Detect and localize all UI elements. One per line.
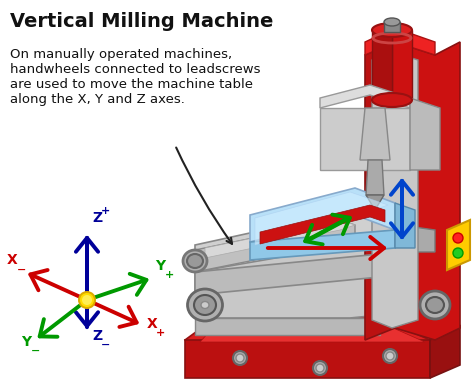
- Polygon shape: [200, 320, 425, 342]
- Polygon shape: [430, 325, 460, 378]
- Ellipse shape: [187, 254, 203, 268]
- Polygon shape: [400, 225, 435, 252]
- Circle shape: [233, 351, 247, 365]
- Polygon shape: [384, 22, 400, 32]
- Text: Vertical Milling Machine: Vertical Milling Machine: [10, 12, 273, 31]
- Ellipse shape: [420, 291, 450, 319]
- Polygon shape: [395, 203, 415, 248]
- Polygon shape: [250, 230, 395, 260]
- Text: X: X: [147, 317, 158, 331]
- Text: are used to move the machine table: are used to move the machine table: [10, 78, 253, 91]
- Ellipse shape: [372, 93, 412, 107]
- Polygon shape: [195, 220, 355, 272]
- Text: handwheels connected to leadscrews: handwheels connected to leadscrews: [10, 63, 261, 76]
- Polygon shape: [195, 210, 400, 272]
- Text: −: −: [31, 346, 40, 356]
- Ellipse shape: [372, 23, 412, 37]
- Text: along the X, Y and Z axes.: along the X, Y and Z axes.: [10, 93, 185, 106]
- Text: X: X: [7, 253, 18, 267]
- Ellipse shape: [194, 295, 216, 315]
- Polygon shape: [392, 30, 412, 100]
- Text: Z: Z: [92, 211, 102, 225]
- Ellipse shape: [201, 301, 209, 308]
- Text: Y: Y: [21, 335, 31, 349]
- Polygon shape: [366, 195, 384, 210]
- Polygon shape: [255, 192, 388, 245]
- Polygon shape: [320, 108, 410, 170]
- Ellipse shape: [384, 18, 400, 26]
- Circle shape: [78, 291, 96, 309]
- Ellipse shape: [426, 297, 444, 313]
- Polygon shape: [410, 98, 440, 170]
- Text: Y: Y: [155, 259, 165, 273]
- Polygon shape: [360, 108, 390, 160]
- Polygon shape: [250, 188, 395, 242]
- Polygon shape: [372, 30, 392, 100]
- Text: −: −: [101, 340, 110, 350]
- Text: Z: Z: [92, 329, 102, 343]
- Circle shape: [453, 233, 463, 243]
- Text: On manually operated machines,: On manually operated machines,: [10, 48, 232, 61]
- Polygon shape: [320, 85, 410, 108]
- Text: −: −: [17, 265, 27, 275]
- Polygon shape: [365, 42, 395, 340]
- Circle shape: [80, 293, 94, 307]
- Polygon shape: [195, 318, 380, 335]
- Circle shape: [383, 349, 397, 363]
- Polygon shape: [195, 252, 400, 295]
- Polygon shape: [195, 245, 380, 318]
- Text: +: +: [165, 270, 174, 280]
- Circle shape: [313, 361, 327, 375]
- Polygon shape: [205, 220, 355, 258]
- Circle shape: [316, 364, 324, 372]
- Text: +: +: [156, 328, 165, 338]
- Circle shape: [453, 248, 463, 258]
- Text: +: +: [101, 206, 110, 216]
- Polygon shape: [185, 318, 430, 360]
- Circle shape: [82, 295, 92, 305]
- Polygon shape: [365, 28, 435, 55]
- Polygon shape: [260, 205, 385, 244]
- Circle shape: [236, 354, 244, 362]
- Polygon shape: [447, 220, 470, 270]
- Polygon shape: [185, 340, 430, 378]
- Polygon shape: [372, 52, 418, 328]
- Ellipse shape: [188, 289, 222, 321]
- Circle shape: [386, 352, 394, 360]
- Ellipse shape: [183, 250, 207, 272]
- Polygon shape: [366, 160, 384, 195]
- Polygon shape: [395, 42, 460, 340]
